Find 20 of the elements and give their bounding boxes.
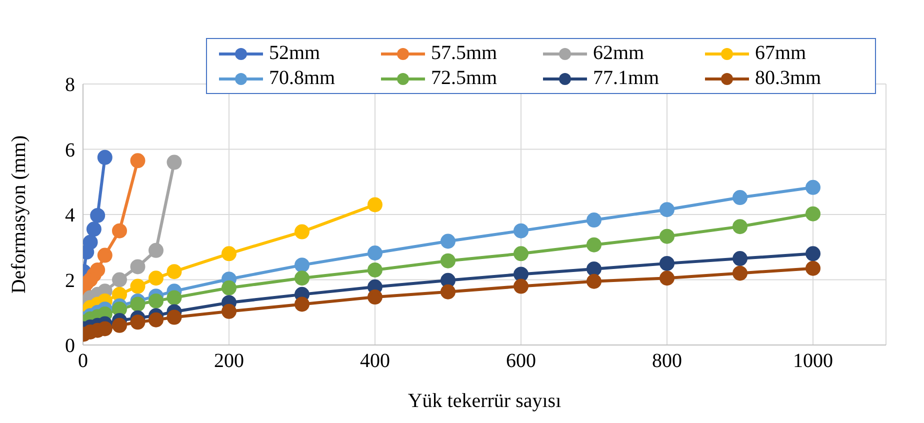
legend-label: 57.5mm	[431, 42, 498, 65]
x-tick-label: 200	[214, 350, 244, 372]
legend-label: 62mm	[593, 42, 644, 65]
legend-label: 80.3mm	[755, 67, 822, 90]
y-tick-label: 2	[65, 270, 75, 292]
x-tick-label: 400	[360, 350, 390, 372]
y-tick-label: 8	[65, 74, 75, 96]
legend-label: 70.8mm	[269, 67, 336, 90]
legend-label: 77.1mm	[593, 67, 660, 90]
x-axis-title: Yük tekerrür sayısı	[408, 390, 562, 412]
x-tick-label: 800	[652, 350, 682, 372]
x-tick-label: 600	[506, 350, 536, 372]
legend-label: 72.5mm	[431, 67, 498, 90]
legend-label: 67mm	[755, 42, 806, 65]
y-tick-label: 0	[65, 335, 75, 358]
x-tick-label: 1000	[793, 350, 833, 372]
legend-label: 52mm	[269, 42, 320, 65]
y-tick-label: 4	[65, 204, 75, 227]
y-tick-label: 6	[65, 139, 75, 162]
y-axis-title: Deformasyon (mm)	[8, 135, 30, 294]
